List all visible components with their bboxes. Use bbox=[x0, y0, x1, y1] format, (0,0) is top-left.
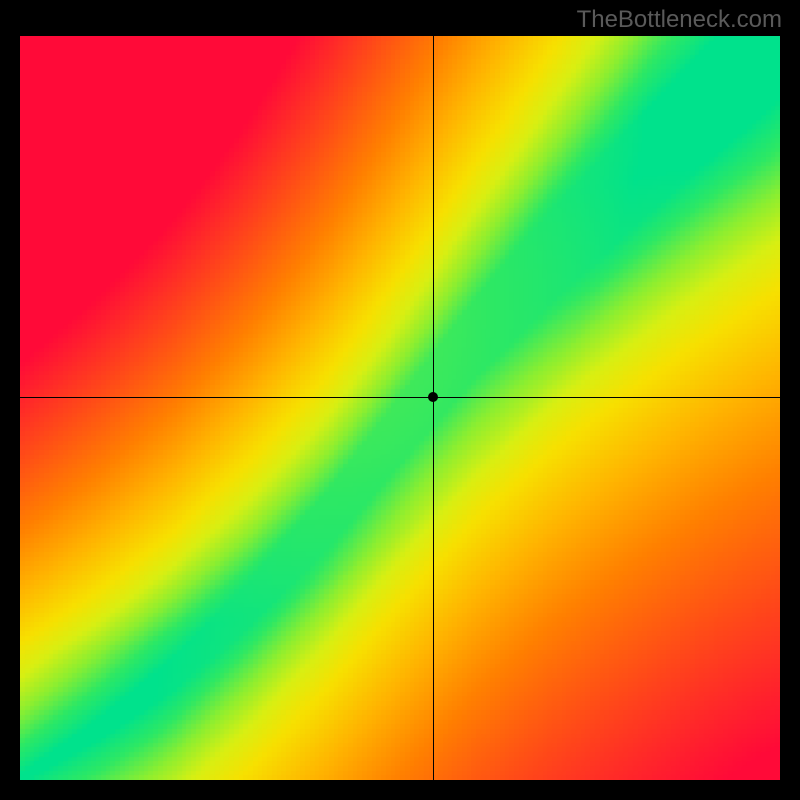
plot-area bbox=[20, 36, 780, 780]
crosshair-marker bbox=[428, 392, 438, 402]
chart-container: TheBottleneck.com bbox=[0, 0, 800, 800]
crosshair-horizontal bbox=[20, 397, 780, 398]
watermark-text: TheBottleneck.com bbox=[577, 6, 782, 34]
bottleneck-heatmap bbox=[20, 36, 780, 780]
crosshair-vertical bbox=[433, 36, 434, 780]
